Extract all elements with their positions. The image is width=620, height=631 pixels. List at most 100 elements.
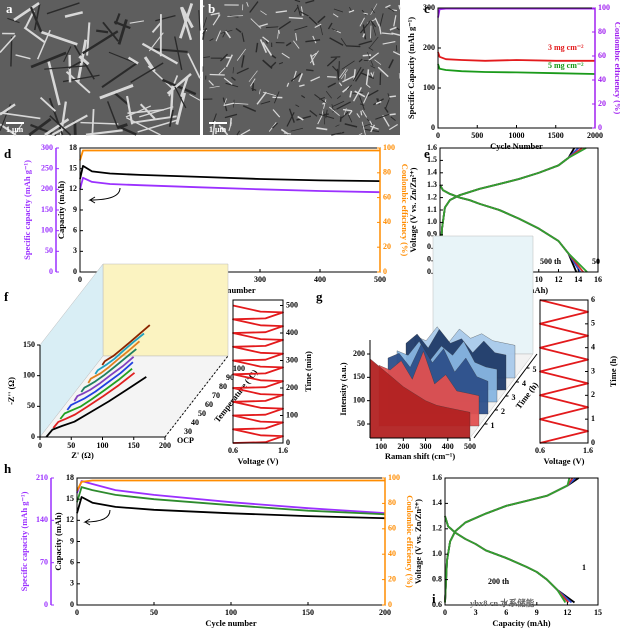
- sem-flake: [272, 122, 278, 129]
- x-tick-label: 150: [128, 441, 140, 450]
- sem-flake: [382, 115, 390, 127]
- sem-flake: [125, 95, 134, 125]
- sem-flake: [78, 55, 90, 66]
- sem-flake: [217, 13, 220, 18]
- sem-flake: [91, 109, 95, 136]
- sem-flake: [0, 112, 41, 120]
- sem-flake: [30, 123, 57, 137]
- sem-flake: [275, 10, 288, 14]
- sem-flake: [343, 108, 347, 116]
- sem-flake: [305, 39, 321, 43]
- sem-flake: [358, 40, 373, 46]
- y-axis-label: Intensity (a.u.): [338, 362, 348, 415]
- annotation: 500 th: [540, 257, 562, 266]
- sem-flake: [314, 94, 326, 104]
- y-tick-label: 0: [598, 123, 602, 132]
- sem-flake: [389, 95, 397, 98]
- sem-flake: [372, 71, 375, 78]
- y-tick-label: 400: [286, 328, 298, 337]
- sem-flake: [294, 0, 301, 3]
- y-tick-label: 1.2: [432, 524, 442, 533]
- sem-flake: [342, 86, 350, 93]
- data-line: [444, 477, 571, 603]
- sem-flake: [341, 69, 349, 80]
- y-axis-label: Capacity (mAh): [53, 512, 63, 570]
- data-line: [79, 149, 380, 161]
- y-tick-label: 0: [591, 438, 595, 447]
- sem-flake: [285, 42, 292, 47]
- sem-flake: [259, 89, 261, 95]
- sem-flake: [209, 85, 220, 89]
- x-tick-label: 400: [442, 442, 454, 451]
- sem-flake: [155, 15, 176, 22]
- depth-tick-label: 2: [501, 407, 505, 416]
- sem-flake: [391, 32, 401, 36]
- sem-flake: [240, 129, 251, 136]
- sem-flake: [366, 84, 371, 89]
- x-tick-label: 0.6: [228, 446, 238, 455]
- sem-flake: [335, 124, 340, 127]
- x-tick-label: 0.6: [535, 446, 545, 455]
- y2-axis-label: Coulombic efficiency (%): [405, 495, 415, 588]
- sem-flake: [329, 37, 344, 46]
- sem-flake: [361, 121, 366, 136]
- sem-flake: [298, 73, 304, 83]
- x-tick-label: 100: [225, 608, 237, 617]
- sem-flake: [346, 84, 353, 90]
- y-tick-label: 300: [286, 355, 298, 364]
- sem-flake: [141, 42, 179, 65]
- y-axis-label: Capacity (mAh): [56, 181, 66, 239]
- y-axis-label: -Z'' (Ω): [6, 377, 16, 405]
- x-tick-label: 100: [375, 442, 387, 451]
- x-tick-label: 500: [374, 275, 386, 284]
- sem-flake: [336, 95, 342, 99]
- sem-flake: [224, 30, 232, 39]
- sem-flake: [354, 68, 365, 82]
- sem-flake: [229, 117, 232, 126]
- data-line: [76, 479, 385, 492]
- sem-flake: [202, 5, 205, 8]
- sem-flake: [225, 82, 239, 88]
- y-tick-label: 210: [36, 473, 48, 482]
- sem-flake: [51, 114, 88, 136]
- sem-flake: [39, 96, 57, 112]
- sem-flake: [309, 50, 319, 64]
- depth-tick-label: 1: [491, 421, 495, 430]
- x-tick-label: 9: [535, 608, 539, 617]
- data-line: [437, 63, 596, 75]
- sem-flake: [174, 36, 183, 70]
- y2-axis-label: Coulombic efficiency (%): [613, 22, 620, 115]
- sem-flake: [15, 54, 31, 60]
- sem-flake: [198, 10, 201, 31]
- sem-flake: [130, 62, 164, 84]
- sem-flake: [367, 52, 380, 62]
- x-tick-label: 1000: [509, 131, 525, 140]
- sem-flake: [82, 30, 119, 55]
- y-tick-label: 100: [23, 370, 35, 379]
- x-axis-label: Voltage (V): [544, 456, 585, 466]
- arrow: [83, 509, 111, 526]
- sem-flake: [125, 105, 152, 118]
- sem-flake: [384, 106, 389, 113]
- sem-flake: [354, 90, 366, 98]
- sem-flake: [290, 127, 303, 132]
- sem-flake: [277, 20, 292, 30]
- y-tick-label: 50: [27, 401, 35, 410]
- sem-flake: [336, 68, 340, 81]
- sem-flake: [251, 87, 257, 91]
- sem-flake: [127, 56, 139, 65]
- arrow: [88, 187, 121, 204]
- x-tick-label: 0: [38, 441, 42, 450]
- sem-flake: [236, 48, 246, 61]
- sem-flake: [260, 10, 267, 16]
- sem-flake: [161, 78, 197, 96]
- sem-flake: [368, 36, 379, 49]
- y-tick-label: 1: [591, 414, 595, 423]
- y-tick-label: 0.6: [432, 600, 442, 609]
- sem-flake: [360, 110, 363, 116]
- sem-flake: [280, 128, 289, 135]
- x-axis-label: Raman shift (cm⁻¹): [385, 451, 455, 461]
- sem-flake: [329, 106, 340, 117]
- y-tick-label: 0: [388, 600, 392, 609]
- sem-flake: [286, 82, 290, 87]
